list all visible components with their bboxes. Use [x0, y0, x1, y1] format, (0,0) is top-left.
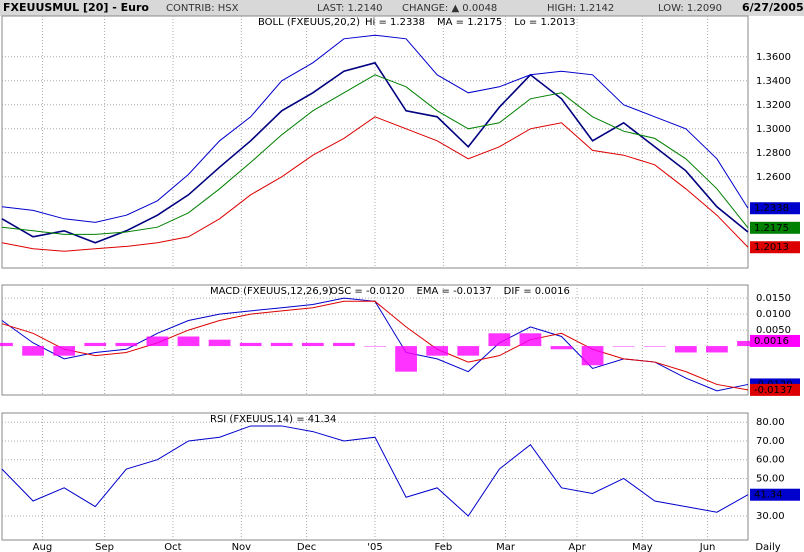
y-tick-label: 0.0100 — [756, 309, 791, 320]
series-line — [1, 116, 749, 252]
y-tick-label: 1.2600 — [756, 172, 791, 183]
legend-entry: EMA = -0.0137 — [417, 286, 492, 297]
histogram-bar — [146, 336, 169, 347]
high: HIGH: 1.2142 — [547, 3, 614, 14]
histogram-bar — [643, 346, 666, 347]
x-tick-label: Sep — [95, 542, 114, 552]
last: LAST: 1.2140 — [317, 3, 383, 14]
histogram-bar — [426, 346, 449, 356]
histogram-bar — [581, 346, 604, 366]
histogram-bar — [0, 342, 13, 347]
legend-entry: OSC = -0.0120 — [330, 286, 405, 297]
series-line — [1, 74, 749, 235]
series-line — [1, 425, 749, 517]
header-bar — [0, 0, 804, 16]
value-label: 1.2338 — [754, 203, 789, 214]
legend-entry: MA = 1.2175 — [437, 17, 502, 28]
value-label: 1.2013 — [754, 242, 789, 253]
value-label: 0.0016 — [754, 336, 789, 347]
x-tick-label: Oct — [164, 542, 181, 552]
histogram-bar — [488, 333, 511, 347]
histogram-bar — [301, 342, 324, 347]
histogram-bar — [177, 336, 200, 347]
symbol: FXEUUSMUL [20] - Euro — [3, 1, 149, 14]
histogram-bar — [270, 342, 293, 347]
x-tick-label: Aug — [33, 542, 53, 552]
low: LOW: 1.2090 — [658, 3, 722, 14]
contrib: CONTRIB: HSX — [166, 3, 239, 14]
y-tick-label: 1.3000 — [756, 124, 791, 135]
histogram-bar — [612, 346, 635, 347]
change: CHANGE: ▲ 0.0048 — [402, 3, 497, 14]
x-tick-label: '05 — [367, 542, 382, 552]
y-tick-label: 60.00 — [756, 455, 785, 466]
series-line — [1, 61, 749, 244]
histogram-bar — [84, 342, 107, 347]
histogram-bar — [674, 346, 697, 353]
x-tick-label: Dec — [297, 542, 316, 552]
y-tick-label: 70.00 — [756, 436, 785, 447]
value-label: 1.2175 — [754, 223, 789, 234]
value-box — [750, 488, 800, 501]
histogram-bar — [364, 346, 386, 347]
histogram-bar — [519, 333, 542, 347]
histogram-bar — [239, 342, 262, 347]
histogram-bar — [115, 342, 138, 347]
series-line — [1, 300, 749, 391]
histogram-bar — [53, 346, 76, 356]
value-box — [750, 202, 800, 215]
x-axis-label: Daily — [755, 542, 780, 552]
value-label: -0.0137 — [754, 385, 793, 396]
legend-entry: Hi = 1.2338 — [365, 17, 425, 28]
y-tick-label: 80.00 — [756, 417, 785, 428]
x-tick-label: May — [632, 542, 653, 552]
date: 6/27/2005 — [742, 1, 804, 14]
value-box — [750, 221, 800, 234]
y-tick-label: 1.3600 — [756, 52, 791, 63]
y-tick-label: 1.2800 — [756, 148, 791, 159]
value-box — [750, 334, 800, 347]
histogram-bar — [550, 346, 573, 350]
histogram-bar — [22, 346, 44, 356]
panel-title: RSI (FXEUUS,14) = 41.34 — [210, 414, 336, 425]
x-tick-label: Mar — [496, 542, 516, 552]
y-tick-label: 30.00 — [756, 511, 785, 522]
panel-title: BOLL (FXEUUS,20,2) — [258, 17, 360, 28]
y-tick-label: 0.0150 — [756, 293, 791, 304]
legend-entry: Lo = 1.2013 — [514, 17, 575, 28]
x-tick-label: Feb — [435, 542, 453, 552]
y-tick-label: 50.00 — [756, 473, 785, 484]
value-label: 41.34 — [754, 490, 783, 501]
histogram-bar — [208, 339, 231, 347]
value-box — [750, 241, 800, 254]
histogram-bar — [737, 340, 759, 347]
histogram-bar — [457, 346, 480, 356]
x-tick-label: Apr — [568, 542, 586, 552]
series-line — [1, 34, 749, 223]
legend-entry: DIF = 0.0016 — [504, 286, 570, 297]
value-box — [750, 383, 800, 396]
histogram-bar — [395, 346, 417, 372]
x-tick-label: Nov — [232, 542, 252, 552]
histogram-bar — [333, 342, 355, 347]
histogram-bar — [706, 346, 728, 353]
y-tick-label: 1.3200 — [756, 100, 791, 111]
y-tick-label: 1.3400 — [756, 76, 791, 87]
y-tick-label: 0.0050 — [756, 325, 791, 336]
panel-title: MACD (FXEUUS,12,26,9) — [210, 286, 332, 297]
x-tick-label: Jun — [699, 542, 716, 552]
